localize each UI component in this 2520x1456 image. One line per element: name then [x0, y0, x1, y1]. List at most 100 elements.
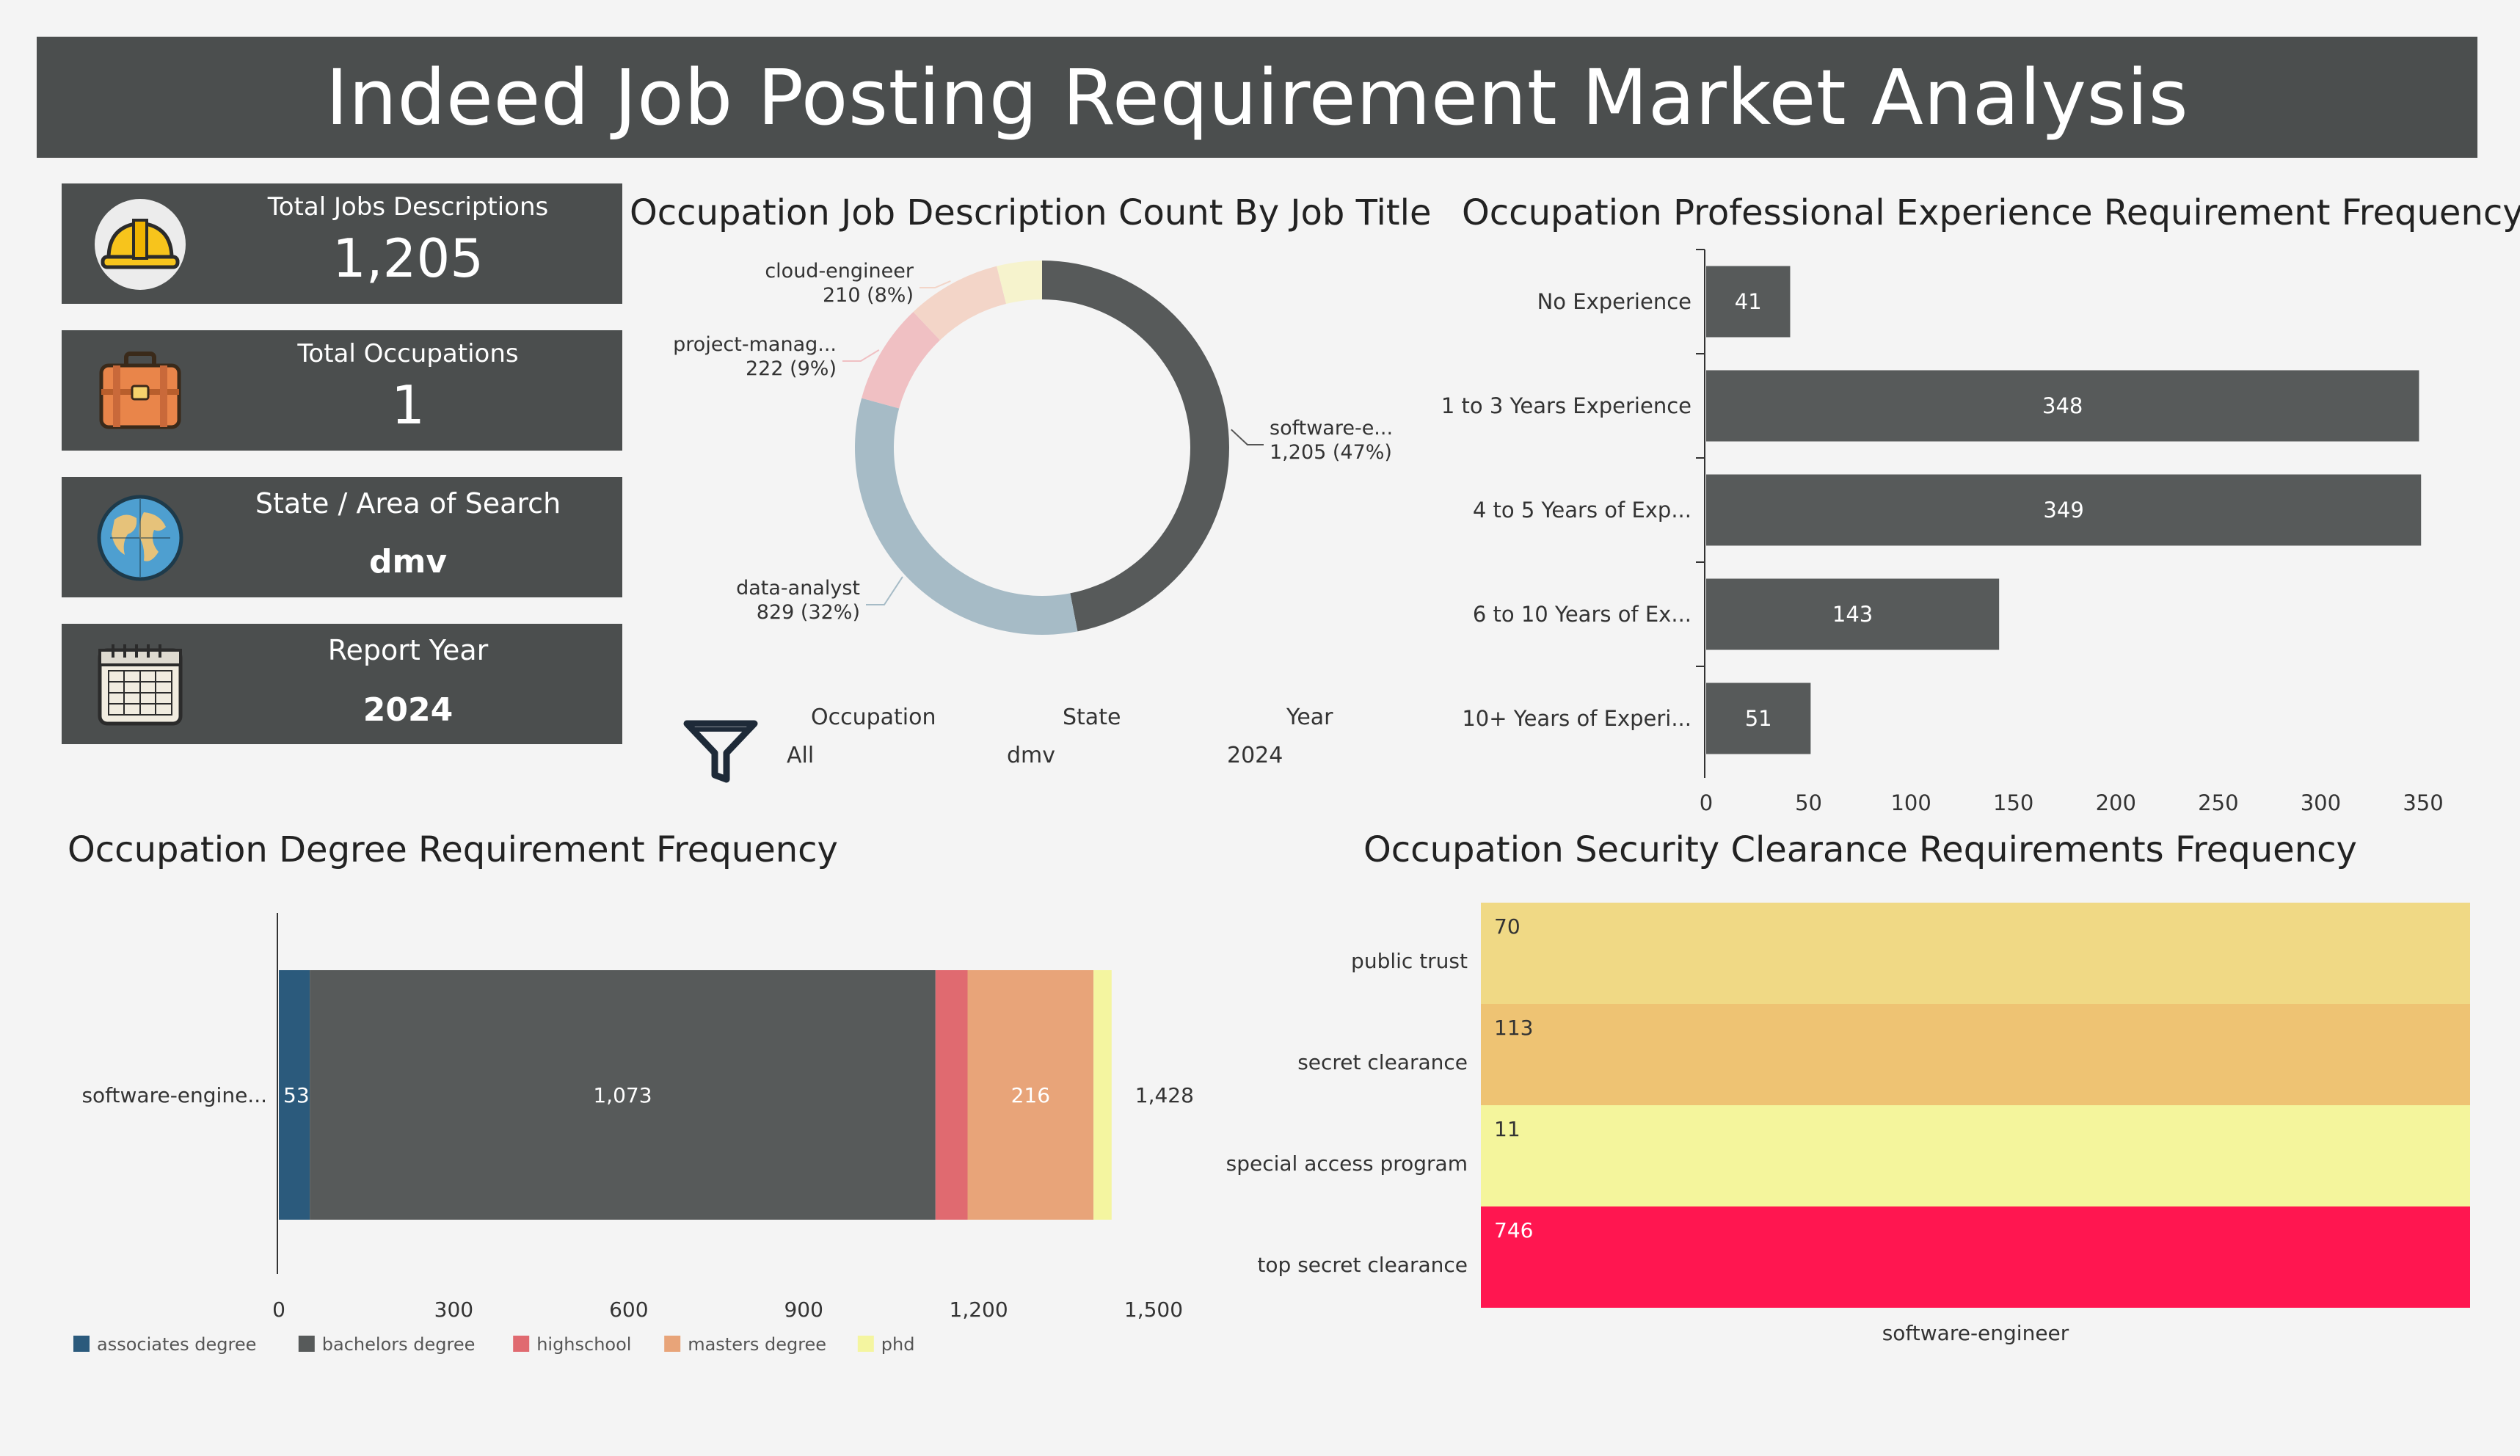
- degree-chart-title: Occupation Degree Requirement Frequency: [68, 829, 838, 870]
- legend-label[interactable]: masters degree: [688, 1334, 826, 1355]
- legend-label[interactable]: associates degree: [97, 1334, 256, 1355]
- x-tick-label: 1,200: [950, 1297, 1008, 1322]
- legend-swatch: [513, 1336, 530, 1352]
- x-tick-label: 50: [1795, 790, 1822, 815]
- kpi-label: Total Jobs Descriptions: [267, 192, 549, 222]
- bar-data-label: 41: [1735, 289, 1762, 314]
- donut-leader-line: [866, 576, 903, 605]
- kpi-value: 2024: [363, 691, 454, 729]
- filter-state-value[interactable]: dmv: [1007, 743, 1056, 768]
- filter-occupation-value[interactable]: All: [787, 743, 815, 768]
- heatmap-cell[interactable]: [1481, 903, 2470, 1004]
- bar-data-label: 349: [2043, 498, 2083, 523]
- experience-bar[interactable]: [1706, 474, 2422, 546]
- donut-slice-value: 1,205 (47%): [1270, 441, 1392, 464]
- y-tick-label: 10+ Years of Experi...: [1462, 706, 1691, 731]
- filter-state-label: State: [1063, 705, 1121, 730]
- segment-data-label: 1,073: [593, 1083, 652, 1107]
- segment-data-label: 216: [1011, 1083, 1050, 1107]
- donut-slice-name: cloud-engineer: [765, 260, 914, 283]
- donut-slice-name: data-analyst: [736, 577, 860, 600]
- funnel-icon: [683, 720, 758, 783]
- kpi-total-jobs: Total Jobs Descriptions 1,205: [62, 183, 622, 304]
- filter-year-value[interactable]: 2024: [1227, 743, 1283, 768]
- x-tick-label: 0: [272, 1297, 285, 1322]
- y-tick-label: software-engine...: [81, 1083, 267, 1107]
- kpi-value: dmv: [368, 543, 448, 580]
- donut-slice-value: 829 (32%): [757, 601, 860, 624]
- degree-segment[interactable]: [310, 970, 936, 1220]
- calendar-icon: [98, 644, 183, 726]
- heatmap-cell-value: 746: [1494, 1218, 1533, 1242]
- donut-leader-line: [919, 280, 951, 288]
- briefcase-icon: [99, 352, 181, 429]
- donut-slice[interactable]: [1042, 261, 1229, 632]
- donut-slice-name: project-manag...: [673, 333, 837, 356]
- bar-data-label: 348: [2042, 393, 2083, 418]
- legend-swatch: [664, 1336, 681, 1352]
- x-tick-label: 300: [2301, 790, 2341, 815]
- dashboard-title: Indeed Job Posting Requirement Market An…: [37, 37, 2477, 158]
- heatmap-column-label: software-engineer: [1882, 1321, 2069, 1345]
- hard-hat-icon: [95, 199, 186, 290]
- x-tick-label: 150: [1993, 790, 2033, 815]
- kpi-label: Report Year: [327, 634, 489, 666]
- heatmap-row-label: public trust: [1351, 949, 1468, 973]
- legend-label[interactable]: phd: [881, 1334, 915, 1355]
- filter-occupation-label: Occupation: [811, 705, 936, 730]
- x-tick-label: 200: [2096, 790, 2136, 815]
- donut-slice[interactable]: [997, 261, 1042, 305]
- x-tick-label: 250: [2198, 790, 2238, 815]
- legend-swatch: [857, 1336, 874, 1352]
- donut-slice-value: 210 (8%): [823, 284, 914, 307]
- heatmap-row-label: special access program: [1226, 1151, 1468, 1176]
- legend-label[interactable]: highschool: [536, 1334, 631, 1355]
- degree-stacked-bar-chart: software-engine... 53 1,073 216 1,428 0 300 600…: [73, 913, 1194, 1355]
- heatmap-cell[interactable]: [1481, 1206, 2470, 1308]
- experience-bar[interactable]: [1706, 266, 1791, 338]
- donut-slice[interactable]: [862, 312, 940, 409]
- x-tick-label: 300: [434, 1297, 473, 1322]
- clearance-heatmap: 70 public trust 113 secret clearance 11 speci…: [1226, 903, 2470, 1345]
- heatmap-cell-value: 113: [1494, 1016, 1533, 1040]
- heatmap-cell[interactable]: [1481, 1004, 2470, 1105]
- x-tick-label: 0: [1700, 790, 1713, 815]
- y-tick-label: No Experience: [1537, 289, 1691, 314]
- legend-label[interactable]: bachelors degree: [322, 1334, 476, 1355]
- donut-leader-line: [842, 349, 880, 362]
- kpi-label: Total Occupations: [297, 339, 519, 368]
- donut-slice[interactable]: [855, 398, 1078, 635]
- kpi-report-year: Report Year 2024: [62, 624, 622, 744]
- degree-segment[interactable]: [1093, 970, 1112, 1220]
- donut-slice-value: 222 (9%): [746, 357, 837, 380]
- heatmap-cell-value: 70: [1494, 914, 1521, 939]
- heatmap-cell[interactable]: [1481, 1105, 2470, 1206]
- degree-segment[interactable]: [967, 970, 1094, 1220]
- kpi-total-occupations: Total Occupations 1: [62, 330, 622, 451]
- donut-slice-name: software-e...: [1270, 417, 1393, 440]
- kpi-state-area: State / Area of Search dmv: [62, 477, 622, 597]
- x-tick-label: 600: [609, 1297, 648, 1322]
- segment-data-label: 53: [283, 1083, 310, 1107]
- legend-swatch: [73, 1336, 90, 1352]
- globe-icon: [97, 495, 183, 581]
- kpi-value: 1: [391, 374, 425, 436]
- degree-segment[interactable]: [935, 970, 968, 1220]
- y-tick-label: 4 to 5 Years of Exp...: [1473, 498, 1691, 523]
- y-tick-label: 6 to 10 Years of Ex...: [1473, 602, 1691, 627]
- kpi-label: State / Area of Search: [255, 487, 561, 520]
- x-tick-label: 350: [2403, 790, 2443, 815]
- experience-bar[interactable]: [1706, 682, 1811, 754]
- experience-bar[interactable]: [1706, 578, 2000, 650]
- degree-segment[interactable]: [279, 970, 310, 1220]
- x-tick-label: 1,500: [1124, 1297, 1183, 1322]
- x-tick-label: 900: [784, 1297, 823, 1322]
- donut-chart-title: Occupation Job Description Count By Job …: [630, 192, 1432, 233]
- donut-slice[interactable]: [913, 266, 1007, 341]
- experience-bar[interactable]: [1706, 370, 2419, 442]
- y-tick-label: 1 to 3 Years Experience: [1441, 393, 1691, 418]
- donut-leader-line: [1231, 429, 1264, 445]
- experience-bar-chart: No Experience 41 1 to 3 Years Experience 34…: [1441, 249, 2444, 815]
- donut-chart: software-e...1,205 (47%) data-analyst829 …: [673, 260, 1393, 635]
- clearance-chart-title: Occupation Security Clearance Requiremen…: [1363, 829, 2357, 870]
